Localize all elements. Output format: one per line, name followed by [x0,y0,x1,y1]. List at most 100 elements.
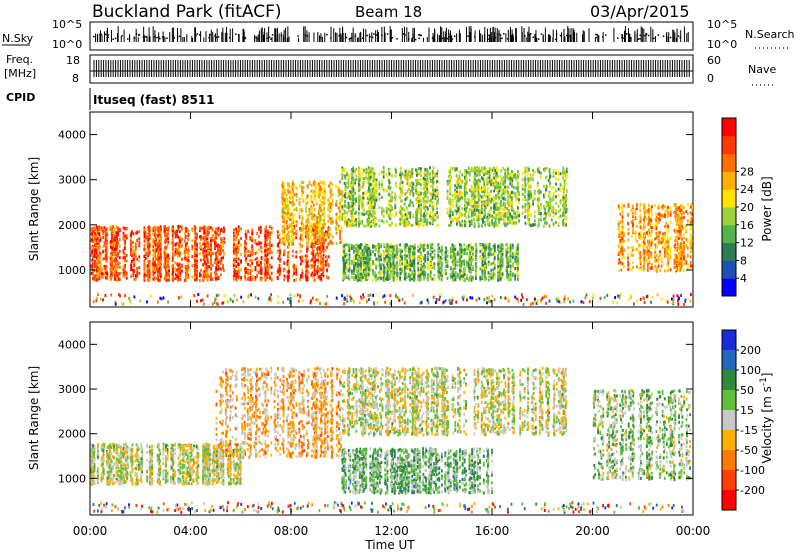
range-gate-cell [205,257,208,261]
search-noise-dot [438,35,441,38]
range-gate-cell [159,272,162,276]
range-gate-cell [449,176,452,179]
range-gate-cell [555,171,557,175]
range-gate-cell [138,255,141,259]
range-gate-cell [136,274,139,278]
range-gate-cell [382,189,385,193]
range-gate-cell [91,238,94,242]
range-gate-cell [287,204,289,207]
range-gate-cell [401,215,404,219]
range-gate-cell [244,250,246,254]
range-gate-cell [176,230,178,233]
range-gate-cell [278,254,281,258]
range-gate-cell [288,266,290,270]
range-gate-cell [314,263,316,266]
range-gate-cell [372,200,374,204]
search-noise-dot [100,33,102,36]
range-gate-cell [287,241,290,245]
range-gate-cell [179,271,182,275]
range-gate-cell [306,241,309,245]
range-gate-cell [194,276,197,279]
range-gate-cell [355,220,358,224]
range-gate-cell [320,254,322,258]
range-gate-cell [372,197,374,201]
range-gate-cell [266,260,269,264]
range-gate-cell [206,272,209,276]
range-gate-cell [552,222,555,226]
range-gate-cell [323,180,325,184]
range-gate-cell [346,219,348,223]
search-noise-dot [156,36,158,39]
range-gate-cell [370,205,373,209]
range-gate-cell [200,245,202,249]
range-gate-cell [524,221,527,225]
range-gate-cell [207,241,209,245]
range-gate-cell [256,242,258,246]
range-gate-cell [152,245,155,249]
range-gate-cell [293,193,296,197]
range-gate-cell [375,198,378,202]
range-gate-cell [316,231,319,235]
range-gate-cell [91,246,94,250]
range-gate-cell [295,192,298,196]
range-gate-cell [550,198,553,201]
range-gate-cell [118,249,121,253]
range-gate-cell [312,275,315,279]
range-gate-cell [220,237,223,241]
search-noise-dot [602,35,604,38]
range-gate-cell [401,172,404,176]
range-gate-cell [163,248,166,252]
range-gate-cell [292,274,294,277]
range-gate-cell [302,199,305,203]
range-gate-cell [387,202,390,206]
range-gate-cell [163,265,166,269]
range-gate-cell [302,181,305,185]
range-gate-cell [122,256,125,260]
range-gate-cell [249,254,252,257]
range-gate-cell [316,226,319,230]
range-gate-cell [317,212,320,215]
range-gate-cell [270,278,273,282]
range-gate-cell [422,199,425,203]
range-gate-cell [214,234,217,238]
range-gate-cell [339,189,342,193]
noise-tick-low-right: 10^0 [707,38,737,51]
range-gate-cell [422,206,425,210]
range-gate-cell [422,204,425,207]
range-gate-cell [90,265,93,268]
range-gate-cell [148,269,151,272]
range-gate-cell [148,229,151,233]
range-gate-cell [266,236,269,240]
range-gate-cell [179,264,182,268]
range-gate-cell [132,264,135,268]
search-noise-dot [566,34,568,37]
range-gate-cell [312,264,315,268]
range-gate-cell [339,216,341,220]
range-gate-cell [256,263,258,267]
range-gate-cell [116,237,119,241]
range-gate-cell [174,250,177,254]
range-gate-cell [326,258,328,262]
range-gate-cell [355,178,358,182]
range-gate-cell [270,256,273,260]
range-gate-cell [278,264,281,267]
range-gate-cell [449,214,452,218]
range-gate-cell [157,270,159,274]
range-gate-cell [202,276,205,280]
range-gate-cell [155,266,158,270]
range-gate-cell [310,266,313,270]
range-gate-cell [251,244,253,248]
search-noise-dot [441,37,444,40]
range-gate-cell [136,231,139,235]
range-gate-cell [403,202,406,206]
range-gate-cell [316,223,319,227]
range-gate-cell [237,250,239,254]
range-gate-cell [323,192,326,196]
range-gate-cell [456,206,458,210]
range-gate-cell [486,190,489,194]
range-gate-cell [322,246,325,250]
search-noise-dot [214,35,216,37]
range-gate-cell [385,211,388,215]
range-gate-cell [496,185,499,189]
range-gate-cell [115,246,117,250]
